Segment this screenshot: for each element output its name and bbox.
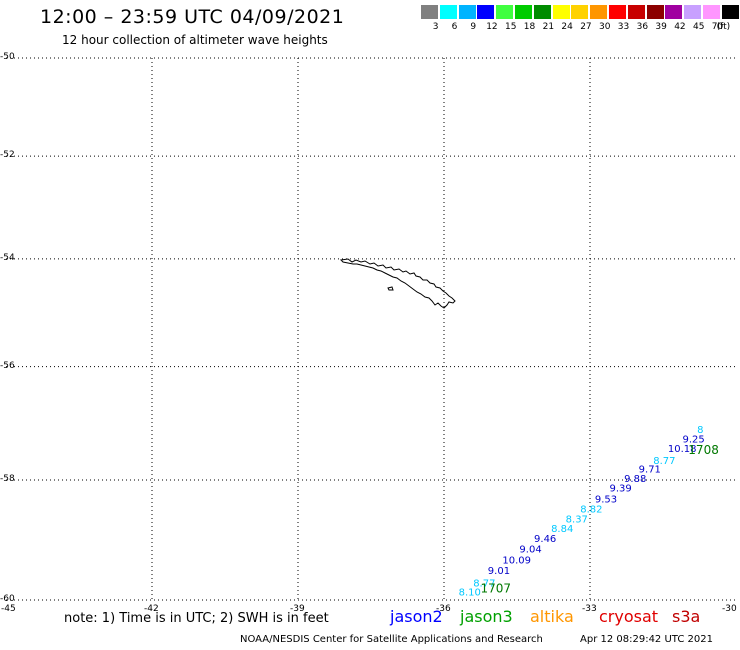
legend-swatch <box>421 5 438 19</box>
legend-label: 27 <box>580 22 592 32</box>
latitude-label: -58 <box>0 474 15 485</box>
south-georgia-coastline <box>339 258 456 309</box>
longitude-label: -39 <box>290 604 305 614</box>
legend-label: 12 <box>486 22 498 32</box>
legend-swatch <box>627 5 645 19</box>
legend-label: 6 <box>451 22 458 32</box>
legend-label: 33 <box>617 22 630 32</box>
longitude-label: -45 <box>1 604 16 614</box>
swh-value-label: 8.82 <box>580 504 602 515</box>
legend-unit: (ft) <box>716 22 731 32</box>
satellite-name: cryosat <box>599 607 659 626</box>
satellite-name: altika <box>530 607 574 626</box>
longitude-label: -30 <box>722 604 737 614</box>
legend-label: 3 <box>432 22 439 32</box>
latitude-label: -56 <box>0 360 15 371</box>
legend-label: 21 <box>542 22 555 32</box>
map-title: 12:00 – 23:59 UTC 04/09/2021 <box>40 6 345 28</box>
legend-label: 9 <box>470 22 477 32</box>
longitude-label: -33 <box>582 604 597 614</box>
latitude-label: -54 <box>0 252 15 263</box>
legend-label: 36 <box>636 22 649 32</box>
satellite-name: jason2 <box>390 607 443 626</box>
longitude-label: -36 <box>436 604 451 614</box>
legend-swatch <box>533 5 551 19</box>
footer-timestamp: Apr 12 08:29:42 UTC 2021 <box>580 634 713 645</box>
map-subtitle: 12 hour collection of altimeter wave hei… <box>62 33 328 47</box>
wave-height-legend: 3 6 9 12 15 18 21 24 27 30 33 36 39 42 45 70 (ft) <box>421 5 740 35</box>
legend-swatch <box>552 5 570 19</box>
legend-label: 30 <box>599 22 611 32</box>
legend-label: 39 <box>655 22 667 32</box>
note-text: note: 1) Time is in UTC; 2) SWH is in fe… <box>64 611 329 626</box>
swh-value-label: 9.04 <box>519 544 541 555</box>
legend-label: 45 <box>693 22 705 32</box>
legend-swatch <box>646 5 664 19</box>
swh-value-label: 10.18 <box>668 444 697 455</box>
satellite-name: jason3 <box>460 607 513 626</box>
legend-swatch <box>439 5 457 19</box>
legend-label: 70 <box>711 22 724 32</box>
swh-observations: 8.108.779.0110.099.049.468.848.378.829.5… <box>459 425 705 599</box>
legend-label: 24 <box>561 22 573 32</box>
swh-value-label: 8.77 <box>653 456 675 467</box>
legend-swatch <box>458 5 476 19</box>
swh-value-label: 9.88 <box>624 474 646 485</box>
time-label: 1707 <box>481 582 512 596</box>
islet-outline <box>387 286 394 291</box>
legend-swatch <box>684 5 702 19</box>
time-labels: 1707 1708 <box>481 443 719 596</box>
time-label: 1708 <box>688 443 719 457</box>
legend-label: 42 <box>674 22 686 32</box>
legend-swatch <box>590 5 608 19</box>
swh-value-label: 8.10 <box>459 588 481 599</box>
legend-swatch <box>665 5 683 19</box>
legend-swatch <box>515 5 532 19</box>
island-outline <box>339 258 456 309</box>
legend-swatch <box>703 5 720 19</box>
swh-value-label: 9.01 <box>488 566 510 577</box>
swh-value-label: 8.77 <box>473 578 495 589</box>
footer-credit: NOAA/NESDIS Center for Satellite Applica… <box>240 634 543 645</box>
legend-swatch <box>571 5 589 19</box>
swh-value-label: 9.25 <box>682 434 704 445</box>
swh-value-label: 9.53 <box>595 494 617 505</box>
latitude-label: -50 <box>0 52 15 62</box>
swh-value-label: 8.37 <box>566 514 588 525</box>
longitude-label: -42 <box>144 604 159 614</box>
legend-swatch <box>609 5 626 19</box>
swh-value-label: 9.71 <box>639 464 661 475</box>
latitude-label: -60 <box>0 594 15 604</box>
satellite-name: s3a <box>672 607 701 626</box>
latitude-label: -52 <box>0 150 15 161</box>
legend-swatch <box>721 5 739 19</box>
swh-value-label: 8 <box>697 425 703 436</box>
swh-value-label: 9.39 <box>609 484 631 495</box>
legend-label: 15 <box>505 22 517 32</box>
legend-swatch <box>496 5 514 19</box>
legend-swatch <box>477 5 495 19</box>
swh-value-label: 10.09 <box>502 555 531 566</box>
legend-label: 18 <box>523 22 536 32</box>
swh-value-label: 9.46 <box>534 534 556 545</box>
swh-value-label: 8.84 <box>551 524 573 535</box>
grid-lines <box>6 57 736 601</box>
